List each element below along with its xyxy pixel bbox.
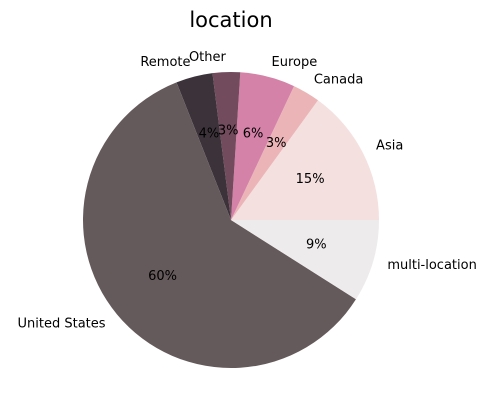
pie-labels: Asia 15% Canada 3% Europe 6% Other 3% Remote 4% Un… [18, 50, 477, 331]
slice-other [212, 72, 241, 221]
pct-label-other: 3% [218, 124, 239, 139]
pct-label-asia: 15% [296, 172, 325, 187]
pct-label-remote: 4% [199, 126, 220, 141]
label-asia: Asia [376, 139, 403, 154]
slice-asia [231, 100, 379, 220]
label-united-states: United States [18, 316, 106, 331]
pie-slices [83, 72, 379, 369]
slice-united-states [83, 82, 356, 369]
pct-label-canada: 3% [266, 136, 287, 151]
label-europe: Europe [271, 55, 317, 70]
slice-europe [231, 72, 295, 220]
pct-label-united-states: 60% [148, 269, 177, 284]
label-remote: Remote [140, 55, 190, 70]
label-multi-location: multi-location [387, 258, 477, 273]
label-canada: Canada [314, 72, 363, 87]
slice-remote [176, 73, 231, 220]
slice-multi-location [231, 220, 379, 300]
pct-label-europe: 6% [243, 126, 264, 141]
pct-label-multi-location: 9% [306, 237, 327, 252]
slice-canada [231, 86, 318, 220]
chart-title: location [189, 8, 272, 32]
label-other: Other [189, 50, 227, 65]
